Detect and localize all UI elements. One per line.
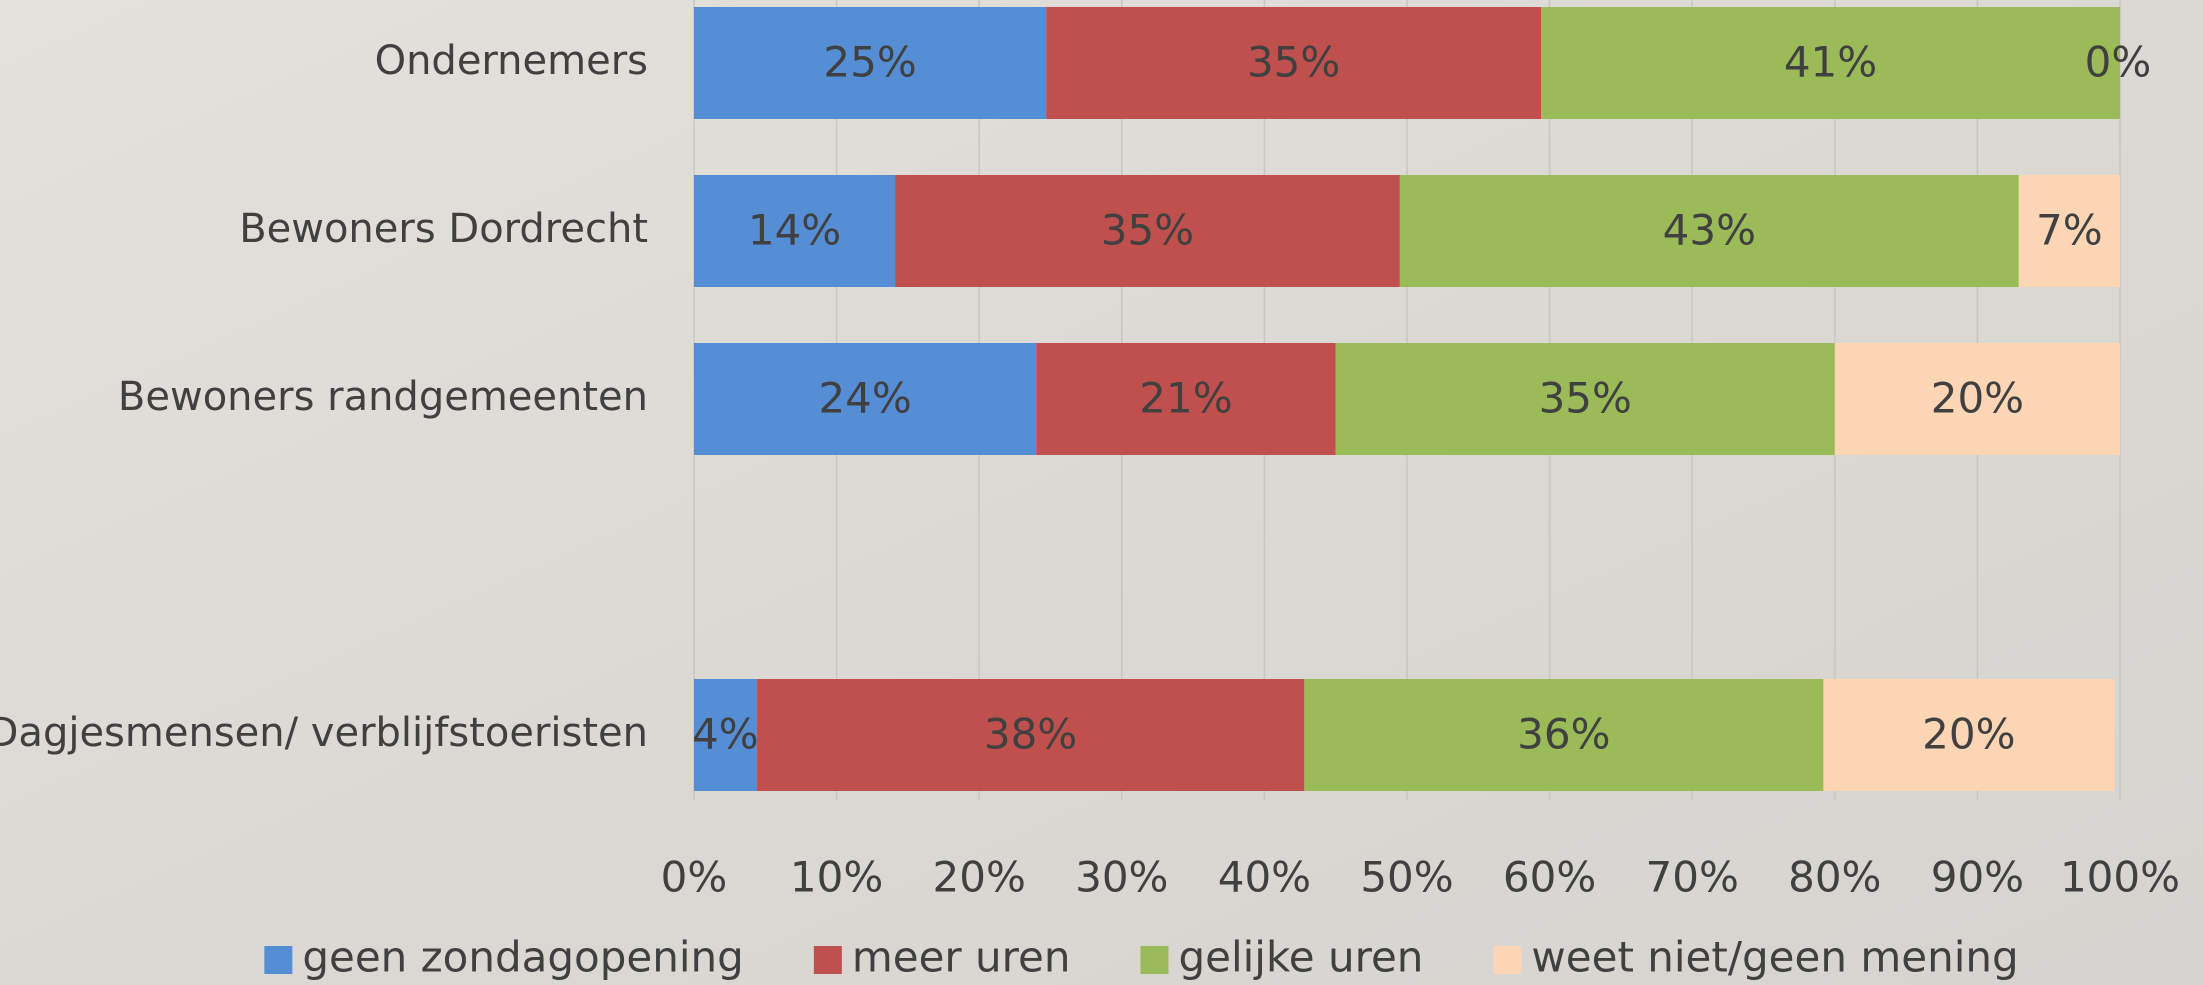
data-label: 21% — [1139, 374, 1232, 423]
data-label: 36% — [1517, 710, 1610, 759]
legend-label: geen zondagopening — [302, 933, 744, 982]
data-label: 24% — [818, 374, 911, 423]
data-label: 35% — [1539, 374, 1632, 423]
legend-swatch — [814, 946, 842, 974]
x-tick-label: 30% — [1075, 853, 1168, 902]
data-label: 25% — [823, 38, 916, 87]
x-tick-label: 50% — [1360, 853, 1453, 902]
x-tick-label: 0% — [661, 853, 728, 902]
data-label: 35% — [1101, 206, 1194, 255]
y-tick-label: Bewoners randgemeenten — [118, 374, 648, 420]
legend-swatch — [1140, 946, 1168, 974]
data-label: 38% — [984, 710, 1077, 759]
page: 0% 10% 20% 30% 40% 50% 60% 70% 80% 90% 100% Onderne… — [0, 0, 2203, 985]
x-tick-label: 60% — [1503, 853, 1596, 902]
legend-label: meer uren — [852, 933, 1071, 982]
x-tick-label: 10% — [790, 853, 883, 902]
data-label: 35% — [1247, 38, 1340, 87]
y-tick-label: Dagjesmensen/ verblijfstoeristen — [0, 710, 648, 756]
y-tick-label: Ondernemers — [375, 38, 648, 84]
legend-label: gelijke uren — [1178, 933, 1423, 982]
data-label: 4% — [692, 710, 759, 759]
x-tick-label: 20% — [933, 853, 1026, 902]
background — [0, 0, 2203, 985]
legend-swatch — [264, 946, 292, 974]
x-tick-label: 40% — [1218, 853, 1311, 902]
data-label: 7% — [2036, 206, 2103, 255]
data-label: 41% — [1784, 38, 1877, 87]
x-tick-label: 80% — [1788, 853, 1881, 902]
x-tick-label: 70% — [1646, 853, 1739, 902]
legend-swatch — [1493, 946, 1521, 974]
data-label: 20% — [1931, 374, 2024, 423]
data-label: 20% — [1922, 710, 2015, 759]
chart: 0% 10% 20% 30% 40% 50% 60% 70% 80% 90% 100% Onderne… — [0, 0, 2203, 985]
y-tick-label: Bewoners Dordrecht — [239, 206, 648, 252]
legend-label: weet niet/geen mening — [1531, 933, 2018, 982]
data-label: 14% — [748, 206, 841, 255]
data-label: 0% — [2085, 38, 2152, 87]
data-label: 43% — [1663, 206, 1756, 255]
x-tick-label: 100% — [2060, 853, 2180, 902]
x-tick-label: 90% — [1931, 853, 2024, 902]
